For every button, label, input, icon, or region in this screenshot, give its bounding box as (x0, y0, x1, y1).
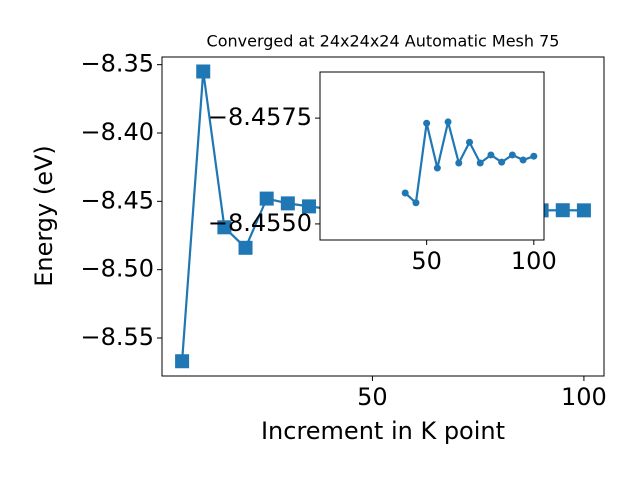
marker (401, 189, 409, 197)
y-tick-label: −8.55 (80, 323, 154, 351)
axes-frame (161, 56, 605, 377)
plot-area (320, 72, 544, 240)
y-tick-label: −8.4575 (208, 103, 312, 131)
y-axis-label: Energy (eV) (30, 145, 58, 287)
marker (455, 159, 463, 167)
y-tick-label: −8.45 (80, 186, 154, 214)
x-tick-label: 50 (357, 383, 388, 411)
chart-title: Converged at 24x24x24 Automatic Mesh 75 (207, 32, 560, 51)
marker (280, 196, 295, 211)
marker (259, 191, 274, 206)
marker (498, 158, 506, 166)
marker (433, 164, 441, 172)
y-tick-label: −8.35 (80, 50, 154, 78)
y-tick-label: −8.4550 (208, 209, 312, 237)
marker (175, 354, 190, 369)
marker (508, 151, 516, 159)
marker (238, 240, 253, 255)
marker (487, 151, 495, 159)
marker (466, 138, 474, 146)
x-tick-label: 100 (511, 247, 557, 275)
marker (412, 199, 420, 207)
marker (530, 152, 538, 160)
x-tick-label: 50 (411, 247, 442, 275)
marker (301, 199, 316, 214)
marker (555, 203, 570, 218)
marker (444, 118, 452, 126)
axes-frame (319, 71, 545, 241)
x-axis-label: Increment in K point (261, 417, 505, 445)
x-tick-label: 100 (561, 383, 607, 411)
y-tick-label: −8.50 (80, 255, 154, 283)
marker (576, 203, 591, 218)
marker (476, 159, 484, 167)
marker (196, 64, 211, 79)
marker (217, 220, 232, 235)
marker (423, 119, 431, 127)
marker (519, 156, 527, 164)
y-tick-label: −8.40 (80, 118, 154, 146)
